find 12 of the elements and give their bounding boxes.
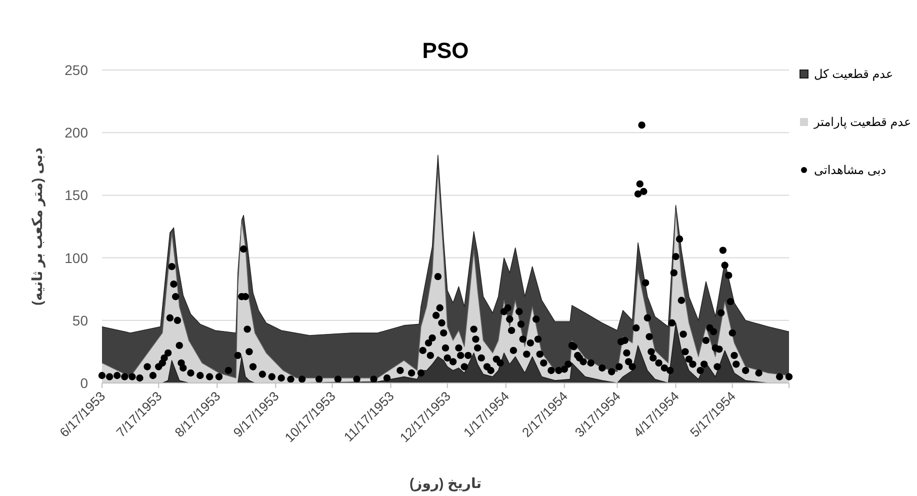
y-tick-label: 50 xyxy=(72,312,88,328)
x-axis-title: تاریخ (روز) xyxy=(410,475,482,492)
y-tick-label: 200 xyxy=(64,124,88,141)
y-tick-label: 0 xyxy=(80,375,88,391)
y-tick-label: 250 xyxy=(64,62,88,78)
y-axis-title: دبی (متر مکعب بر ثانیه) xyxy=(29,147,46,306)
y-tick-label: 100 xyxy=(64,250,88,266)
legend-label: عدم قطعیت کل xyxy=(814,67,894,81)
chart-title: PSO xyxy=(422,38,469,63)
legend-label: عدم قطعیت پارامتر xyxy=(813,115,912,129)
legend-label: دبی مشاهداتی xyxy=(814,163,886,177)
y-tick-label: 150 xyxy=(64,187,88,204)
